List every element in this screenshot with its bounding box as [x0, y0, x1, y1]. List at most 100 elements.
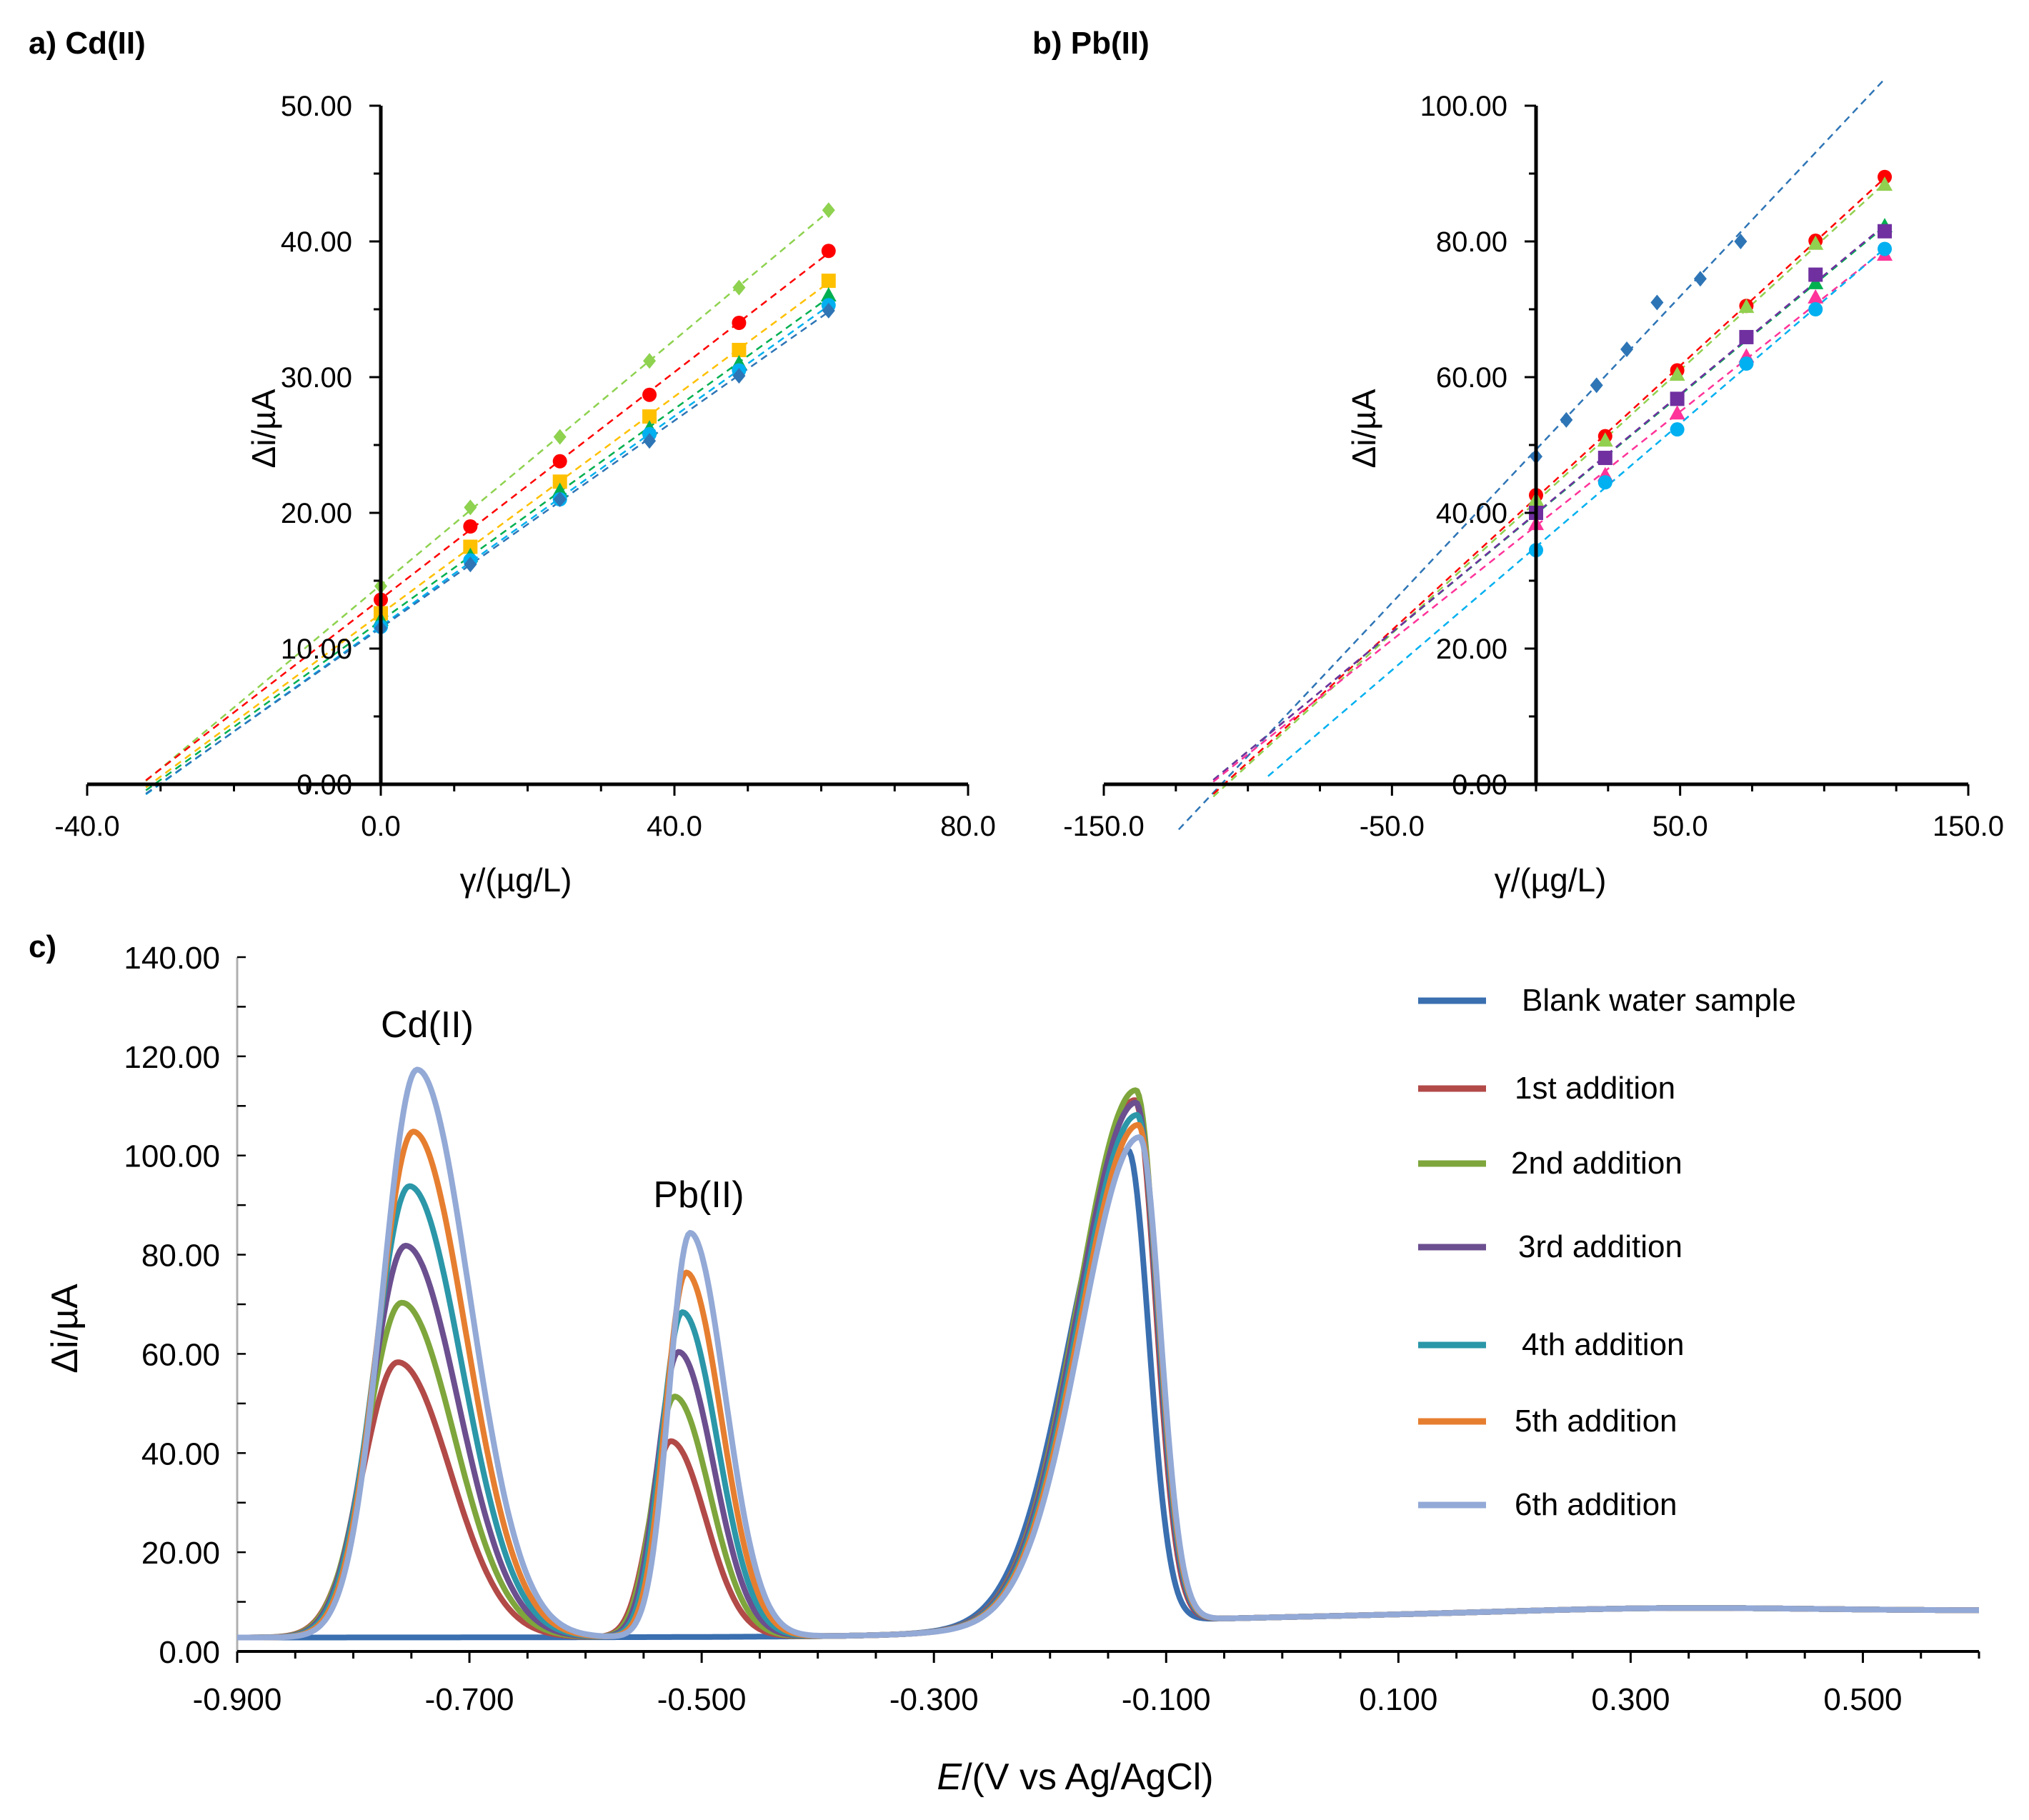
b-point-purple	[1808, 267, 1823, 282]
a-point-yellow	[552, 474, 567, 489]
panel-b-ylabel: Δi/µA	[1345, 389, 1382, 468]
a-point-red	[821, 244, 836, 259]
c-x-tick-label: 0.500	[1823, 1682, 1902, 1717]
c-x-tick-label: 0.300	[1591, 1682, 1670, 1717]
legend-label: 1st addition	[1515, 1071, 1675, 1106]
c-y-tick-label: 60.00	[141, 1337, 220, 1372]
a-fit-line-green	[145, 210, 829, 782]
a-point-blue	[732, 368, 746, 384]
c-y-tick-label: 100.00	[124, 1139, 220, 1174]
b-point-cyan	[1878, 241, 1893, 256]
legend-label: 5th addition	[1515, 1404, 1677, 1439]
b-point-green	[1738, 299, 1755, 314]
peak-label-cd: Cd(II)	[381, 1004, 474, 1046]
b-point-cyan	[1739, 356, 1754, 371]
panel-a-cd: a) Cd(II) -40.0 0.0 40.0 80.0 0.00 10.00 20.00…	[29, 26, 996, 899]
a-y-tick-label: 40.00	[281, 226, 352, 258]
panel-c-ylabel: Δi/µA	[44, 1284, 86, 1374]
b-point-blue	[1650, 294, 1664, 311]
peak-label-pb: Pb(II)	[653, 1174, 744, 1216]
a-fit-line-red	[145, 252, 829, 781]
b-y-tick-label: 40.00	[1436, 498, 1507, 529]
legend-label: 4th addition	[1522, 1327, 1685, 1362]
c-x-tick-label: -0.100	[1122, 1682, 1211, 1717]
c-x-tick-label: 0.100	[1359, 1682, 1437, 1717]
curve-addition-6	[236, 1066, 1980, 1641]
panel-a-title: a) Cd(II)	[29, 26, 146, 61]
legend-label: 3rd addition	[1518, 1229, 1682, 1264]
b-point-blue	[1620, 341, 1634, 358]
c-x-tick-label: -0.300	[889, 1682, 979, 1717]
panel-b-xlabel: γ/(µg/L)	[1495, 861, 1607, 899]
a-point-green	[464, 499, 477, 516]
b-point-blue	[1590, 377, 1603, 394]
c-x-tick-label: -0.700	[425, 1682, 514, 1717]
b-point-green	[1808, 235, 1824, 250]
a-point-yellow	[463, 539, 478, 554]
a-y-tick-label: 0.00	[296, 769, 352, 801]
a-point-blue	[643, 433, 657, 449]
a-point-red	[642, 387, 657, 402]
a-point-red	[463, 519, 478, 534]
c-y-tick-label: 140.00	[124, 941, 220, 976]
b-y-tick-label: 100.00	[1420, 91, 1507, 122]
b-x-tick-label: -50.0	[1360, 811, 1425, 842]
b-y-tick-label: 0.00	[1452, 769, 1507, 801]
b-point-purple	[1670, 391, 1685, 406]
a-x-tick-label: 0.0	[361, 811, 401, 842]
a-point-teal	[552, 482, 568, 497]
b-y-tick-label: 60.00	[1436, 362, 1507, 394]
b-fit-line-pink	[1212, 249, 1885, 783]
c-y-tick-label: 120.00	[124, 1040, 220, 1075]
a-fit-line-yellow	[145, 281, 829, 789]
c-y-tick-label: 0.00	[159, 1635, 220, 1670]
b-fit-line-cyan	[1267, 247, 1885, 777]
b-y-tick-label: 80.00	[1436, 226, 1507, 258]
a-point-blue	[553, 491, 567, 507]
b-point-cyan	[1808, 302, 1823, 316]
panel-a-xlabel: γ/(µg/L)	[460, 861, 572, 899]
a-point-yellow	[642, 409, 657, 424]
legend: Blank water sample 1st addition 2nd additi…	[1418, 983, 1796, 1522]
a-x-tick-label: -40.0	[54, 811, 119, 842]
b-point-blue	[1693, 271, 1707, 287]
b-point-purple	[1878, 224, 1893, 239]
a-y-tick-label: 10.00	[281, 634, 352, 665]
b-y-tick-label: 20.00	[1436, 634, 1507, 665]
b-fit-line-dark-green	[1212, 226, 1885, 781]
a-y-tick-label: 50.00	[281, 91, 352, 122]
a-point-green	[643, 353, 657, 369]
b-point-green	[1597, 432, 1613, 447]
panel-b-pb: b) Pb(II) -150.0 -50.0 50.0 150.0 0.00 20.00 4…	[1032, 26, 2004, 899]
legend-label: 6th addition	[1515, 1487, 1677, 1522]
a-point-yellow	[732, 343, 747, 357]
b-point-green	[1877, 176, 1893, 191]
b-point-blue	[1734, 234, 1748, 249]
a-x-tick-label: 40.0	[647, 811, 702, 842]
a-fit-line-blue	[145, 311, 829, 795]
a-point-blue	[464, 556, 477, 573]
a-point-green	[732, 279, 746, 296]
b-point-purple	[1739, 329, 1754, 344]
a-point-green	[822, 202, 835, 219]
b-x-tick-label: -150.0	[1063, 811, 1144, 842]
c-y-tick-label: 20.00	[141, 1536, 220, 1571]
b-point-cyan	[1597, 475, 1612, 490]
a-y-tick-label: 30.00	[281, 362, 352, 394]
c-y-tick-label: 40.00	[141, 1436, 220, 1471]
a-point-red	[732, 316, 747, 330]
b-point-pink	[1808, 289, 1824, 304]
panel-c-voltammogram: c) -0.900 -0.700 -0.500 -0.300 -0.100 0.100 0.…	[29, 929, 1980, 1798]
panel-c-title: c)	[29, 929, 56, 964]
b-fit-line-red	[1212, 177, 1885, 795]
a-point-blue	[822, 302, 835, 319]
c-y-tick-label: 80.00	[141, 1239, 220, 1274]
a-point-yellow	[821, 274, 836, 289]
panel-c-xlabel: E/(V vs Ag/AgCl)	[937, 1756, 1213, 1798]
panel-b-title: b) Pb(II)	[1032, 26, 1150, 61]
a-point-green	[553, 429, 567, 445]
b-point-cyan	[1670, 422, 1685, 437]
b-point-green	[1669, 366, 1685, 381]
a-point-teal	[820, 287, 837, 301]
